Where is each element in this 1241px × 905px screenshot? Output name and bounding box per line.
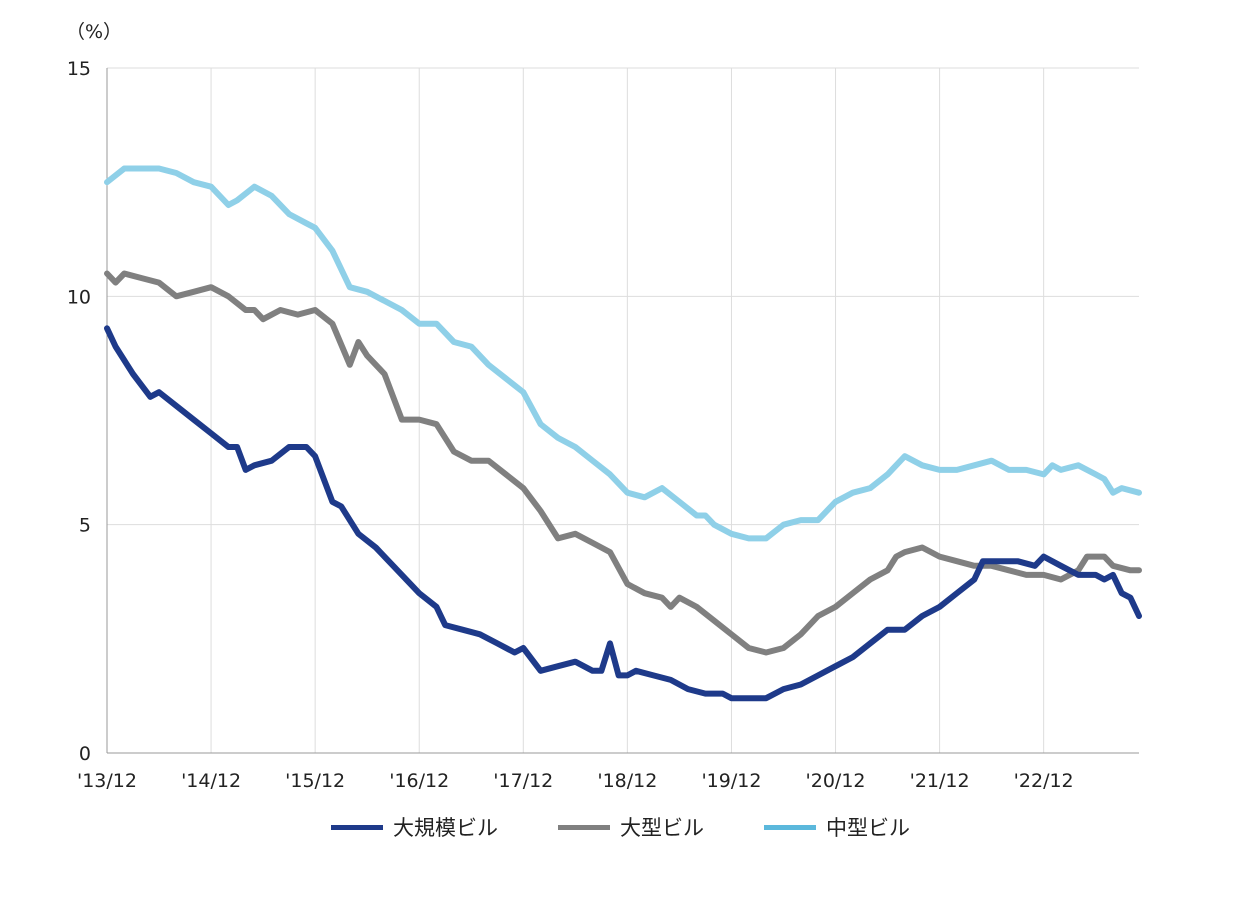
series-line-2 (104, 165, 1142, 542)
x-tick-label-9: '22/12 (1014, 770, 1074, 792)
legend-item-1[interactable]: 大型ビル (558, 812, 704, 842)
x-tick-labels: '13/12 '14/12 '15/12 '16/12 '17/12 '18/12 '19/… (77, 770, 1074, 792)
legend-swatch-2 (764, 824, 816, 830)
y-tick-labels: 0 5 10 15 (67, 58, 91, 765)
x-tick-label-1: '14/12 (181, 770, 241, 792)
y-tick-label-3: 15 (67, 58, 91, 80)
x-tick-label-3: '16/12 (389, 770, 449, 792)
x-tick-label-0: '13/12 (77, 770, 137, 792)
legend-swatch-0 (331, 824, 383, 830)
legend-label-0: 大規模ビル (393, 816, 498, 840)
legend-label-1: 大型ビル (620, 816, 704, 840)
series-lines (104, 165, 1142, 702)
series-line-0 (104, 325, 1142, 702)
legend-item-2[interactable]: 中型ビル (764, 812, 910, 842)
legend-label-2: 中型ビル (826, 816, 910, 840)
x-tick-label-4: '17/12 (493, 770, 553, 792)
x-tick-label-5: '18/12 (597, 770, 657, 792)
legend-item-0[interactable]: 大規模ビル (331, 812, 498, 842)
y-tick-label-0: 0 (79, 743, 91, 765)
x-tick-label-8: '21/12 (910, 770, 970, 792)
x-tick-label-6: '19/12 (701, 770, 761, 792)
legend: 大規模ビル 大型ビル 中型ビル (0, 812, 1241, 842)
y-tick-label-1: 5 (79, 515, 91, 537)
axes (106, 68, 1139, 754)
legend-swatch-1 (558, 824, 610, 830)
x-tick-label-7: '20/12 (806, 770, 866, 792)
series-line-1 (104, 270, 1142, 656)
y-tick-label-2: 10 (67, 286, 91, 308)
y-unit-label: （%） (66, 21, 122, 43)
x-tick-label-2: '15/12 (285, 770, 345, 792)
grid (107, 67, 1139, 753)
